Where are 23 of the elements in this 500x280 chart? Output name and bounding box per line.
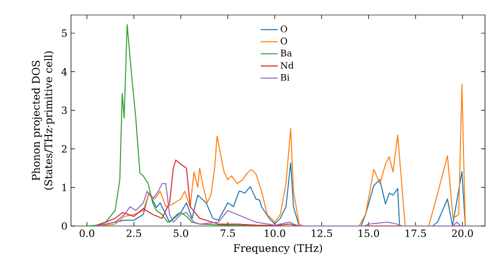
x-tick-label: 5.0: [174, 230, 188, 238]
line-series: [96, 183, 472, 226]
y-tick-label: 5: [62, 29, 67, 37]
legend-label: Bi: [280, 74, 290, 81]
x-tick-label: 15.0: [358, 230, 380, 238]
x-tick-label: 2.5: [126, 230, 142, 238]
legend-label: Nd: [280, 62, 294, 69]
x-tick-label: 17.5: [406, 230, 426, 238]
legend-label: O: [280, 26, 288, 32]
x-tick-label: 10.0: [264, 230, 286, 238]
y-tick-label: 0: [62, 222, 67, 230]
y-tick-label: 3: [62, 106, 67, 114]
y-tick-label: 2: [62, 145, 66, 153]
legend-label: O: [280, 38, 288, 44]
x-tick-label: 7.5: [220, 230, 235, 237]
legend-label: Ba: [280, 50, 292, 56]
x-tick-label: 12.5: [312, 230, 332, 238]
x-tick-label: 0.0: [80, 230, 94, 238]
y-axis-title: Phonon projected DOS (States/THz·primitive cell): [32, 51, 54, 190]
x-tick-label: 20.0: [452, 230, 473, 238]
y-tick-label: 1: [62, 184, 66, 192]
y-tick-label: 4: [61, 68, 67, 76]
x-axis-title: Frequency (THz): [234, 244, 322, 254]
